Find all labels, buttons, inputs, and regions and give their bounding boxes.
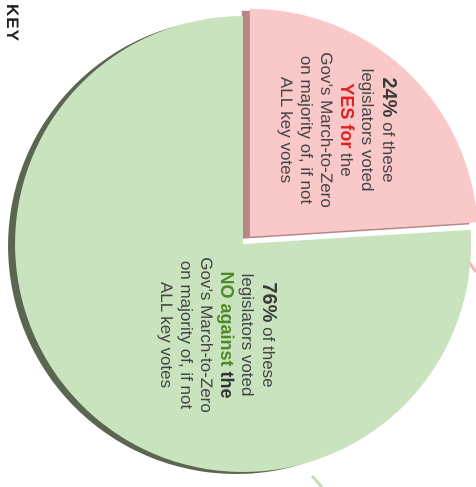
no-vote-word: NO against [217, 271, 238, 367]
no-line5: on majority of, if not [176, 260, 196, 410]
yes-vote-after: the [337, 148, 357, 177]
yes-vote-word: YES for [337, 83, 358, 149]
key-label: KEY [3, 4, 22, 42]
no-lead: of these [259, 322, 278, 388]
no-slice [15, 16, 472, 472]
yes-line6: ALL key votes [277, 76, 297, 184]
no-vote-after: the [217, 366, 238, 399]
no-percent: 76% [258, 282, 280, 323]
yes-percent: 24% [378, 77, 400, 118]
yes-line2: legislators voted [357, 68, 377, 192]
yes-lead: of these [379, 117, 398, 183]
yes-slice [249, 8, 476, 237]
no-line6: ALL key votes [157, 281, 177, 389]
no-line4: Gov’s March-to-Zero [196, 257, 216, 413]
no-slice-label: 76% of these legislators voted NO agains… [157, 225, 280, 445]
no-line2: legislators voted [237, 273, 257, 397]
no-leader-line [310, 474, 324, 487]
yes-slice-label: 24% of these legislators voted YES for t… [277, 20, 400, 240]
yes-line5: on majority of, if not [296, 55, 316, 205]
yes-line4: Gov’s March-to-Zero [316, 52, 336, 208]
